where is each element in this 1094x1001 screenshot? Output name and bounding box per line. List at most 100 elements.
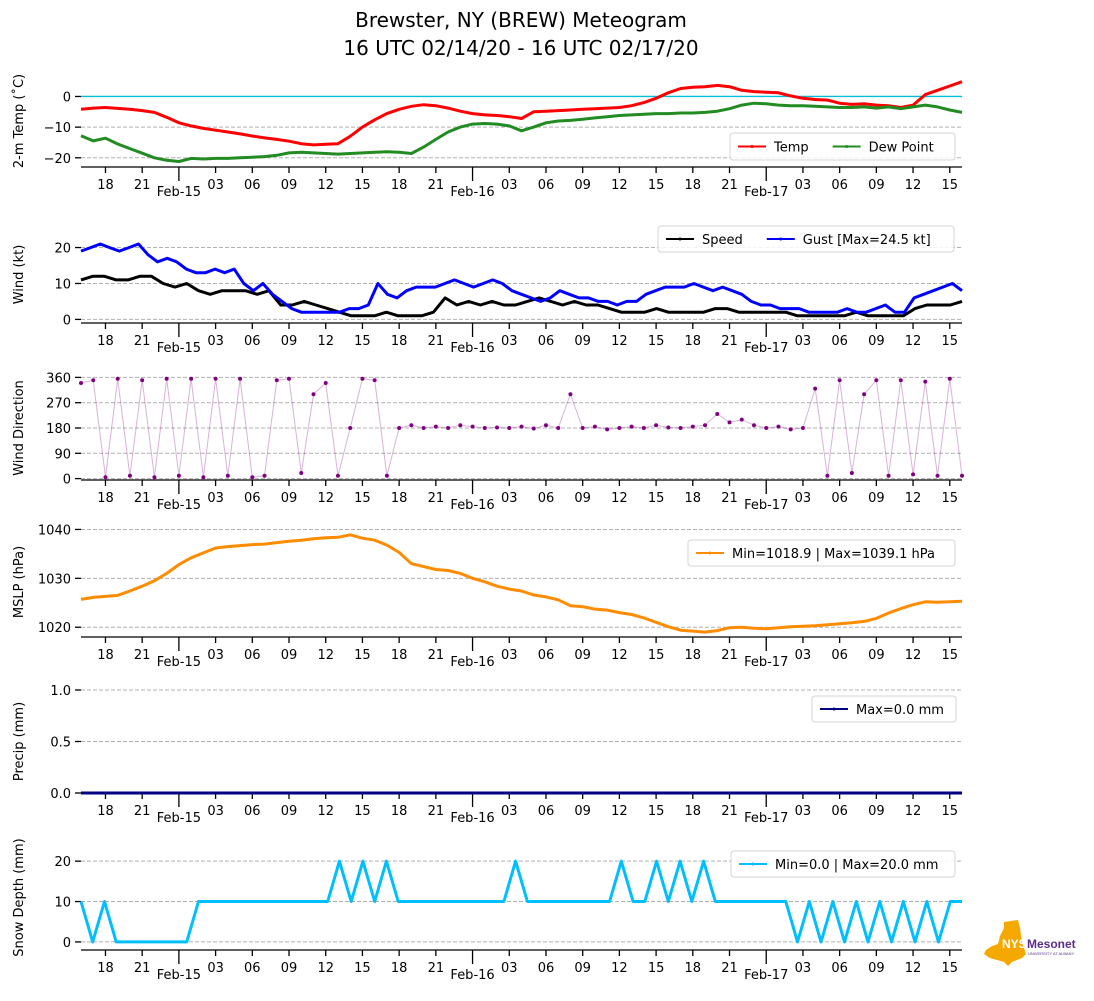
data-point <box>507 426 512 430</box>
legend-marker <box>845 145 849 148</box>
x-tick-label: 21 <box>134 334 151 349</box>
x-tick-label: 12 <box>905 961 922 976</box>
x-tick-label: 15 <box>354 648 371 663</box>
x-tick-label: 12 <box>611 334 628 349</box>
x-tick-label: Feb-16 <box>450 498 494 513</box>
x-tick-label: 15 <box>648 491 665 506</box>
x-tick-label: 18 <box>685 804 702 819</box>
data-point <box>813 386 818 391</box>
x-tick-label: 18 <box>685 334 702 349</box>
x-tick-label: Feb-15 <box>157 185 201 200</box>
x-tick-label: 21 <box>134 491 151 506</box>
x-tick-label: 09 <box>281 491 298 506</box>
legend-marker <box>832 707 836 711</box>
x-tick-label: 03 <box>207 334 224 349</box>
x-tick-label: 09 <box>868 178 885 193</box>
x-tick-label: 06 <box>244 178 261 193</box>
data-point <box>238 376 243 381</box>
x-tick-label: 21 <box>134 804 151 819</box>
x-tick-label: 03 <box>207 648 224 663</box>
y-tick-label: −10 <box>44 121 71 136</box>
x-tick-label: 03 <box>795 804 812 819</box>
data-point <box>446 426 451 430</box>
series-line-gust <box>80 242 963 314</box>
y-tick-label: 0.0 <box>50 787 71 802</box>
legend-mslp: Min=1018.9 | Max=1039.1 hPa <box>687 539 956 567</box>
x-tick-label: 21 <box>428 491 445 506</box>
y-tick-label: 0 <box>63 90 71 105</box>
x-tick-label: 15 <box>354 961 371 976</box>
series-line-dew <box>80 101 963 163</box>
x-tick-label: 18 <box>97 334 114 349</box>
x-tick-label: 03 <box>207 178 224 193</box>
x-tick-label: Feb-15 <box>157 655 201 670</box>
x-tick-label: 12 <box>611 491 628 506</box>
panel-wind: 0 10 20 18 21 Feb-15 03 06 09 12 15 18 21 Feb-16 03 06 0… <box>12 225 963 356</box>
x-tick-label: 09 <box>281 804 298 819</box>
data-point <box>115 376 120 381</box>
x-tick-label: 21 <box>134 178 151 193</box>
x-tick-label: Feb-16 <box>450 655 494 670</box>
data-point <box>91 378 96 383</box>
x-tick-label: 09 <box>574 178 591 193</box>
y-tick-label: 1020 <box>38 621 71 636</box>
data-point <box>715 411 720 416</box>
x-tick-label: Feb-16 <box>450 185 494 200</box>
x-tick-label: 21 <box>721 961 738 976</box>
data-point <box>592 424 597 429</box>
y-axis-label: Wind (kt) <box>12 245 27 305</box>
legend-label: Min=0.0 | Max=20.0 mm <box>775 858 938 873</box>
x-tick-label: Feb-17 <box>744 185 788 200</box>
x-tick-label: 18 <box>97 804 114 819</box>
data-point <box>874 378 879 383</box>
x-tick-label: 03 <box>795 648 812 663</box>
x-tick-label: 21 <box>721 334 738 349</box>
data-point <box>189 376 194 381</box>
data-point <box>470 424 475 429</box>
data-point <box>678 426 683 430</box>
x-tick-label: 09 <box>574 961 591 976</box>
data-point <box>384 473 389 478</box>
x-tick-label: 12 <box>317 334 334 349</box>
y-tick-label: 270 <box>46 397 71 412</box>
y-tick-label: 0.5 <box>50 736 71 751</box>
x-tick-label: 18 <box>391 334 408 349</box>
x-tick-label: 03 <box>207 961 224 976</box>
data-point <box>886 473 891 478</box>
x-tick-label: Feb-16 <box>450 341 494 356</box>
data-point <box>703 423 708 428</box>
x-tick-label: 12 <box>611 804 628 819</box>
y-tick-label: 0 <box>63 936 71 951</box>
x-tick-label: 03 <box>501 961 518 976</box>
data-point <box>152 475 157 480</box>
legend-temp: Temp Dew Point <box>729 132 956 161</box>
x-tick-label: 21 <box>134 961 151 976</box>
logo-mesonet-text: Mesonet <box>1027 937 1076 951</box>
x-tick-label: 06 <box>538 804 555 819</box>
data-point <box>531 426 536 431</box>
data-point <box>397 426 402 430</box>
panel-temp: 0 −10 −20 18 21 Feb-15 03 06 09 12 15 18 21 Feb-16 03 0… <box>11 74 963 200</box>
data-point <box>960 473 964 478</box>
y-axis-label: MSLP (hPa) <box>12 546 27 618</box>
x-tick-label: 15 <box>648 961 665 976</box>
y-tick-label: 1030 <box>38 572 71 587</box>
x-tick-label: 12 <box>317 178 334 193</box>
x-tick-label: 06 <box>831 178 848 193</box>
y-tick-label: 0 <box>63 473 71 488</box>
data-point <box>458 423 463 428</box>
panel-mslp: 1020 1030 1040 18 21 Feb-15 03 06 09 12 15 18 21 Feb-… <box>12 523 963 670</box>
x-tick-label: 21 <box>428 804 445 819</box>
chart-title: Brewster, NY (BREW) Meteogram <box>355 8 687 32</box>
y-tick-label: 0 <box>63 313 71 328</box>
legend-label: Speed <box>702 233 743 248</box>
x-tick-label: 06 <box>244 648 261 663</box>
legend-box <box>687 539 956 567</box>
y-axis-label: 2-m Temp (˚C) <box>11 74 27 168</box>
data-point <box>911 472 916 477</box>
x-tick-label: 03 <box>207 491 224 506</box>
y-tick-label: 1.0 <box>50 684 71 699</box>
data-point <box>372 378 377 383</box>
x-tick-label: 09 <box>868 334 885 349</box>
data-point <box>629 424 634 429</box>
